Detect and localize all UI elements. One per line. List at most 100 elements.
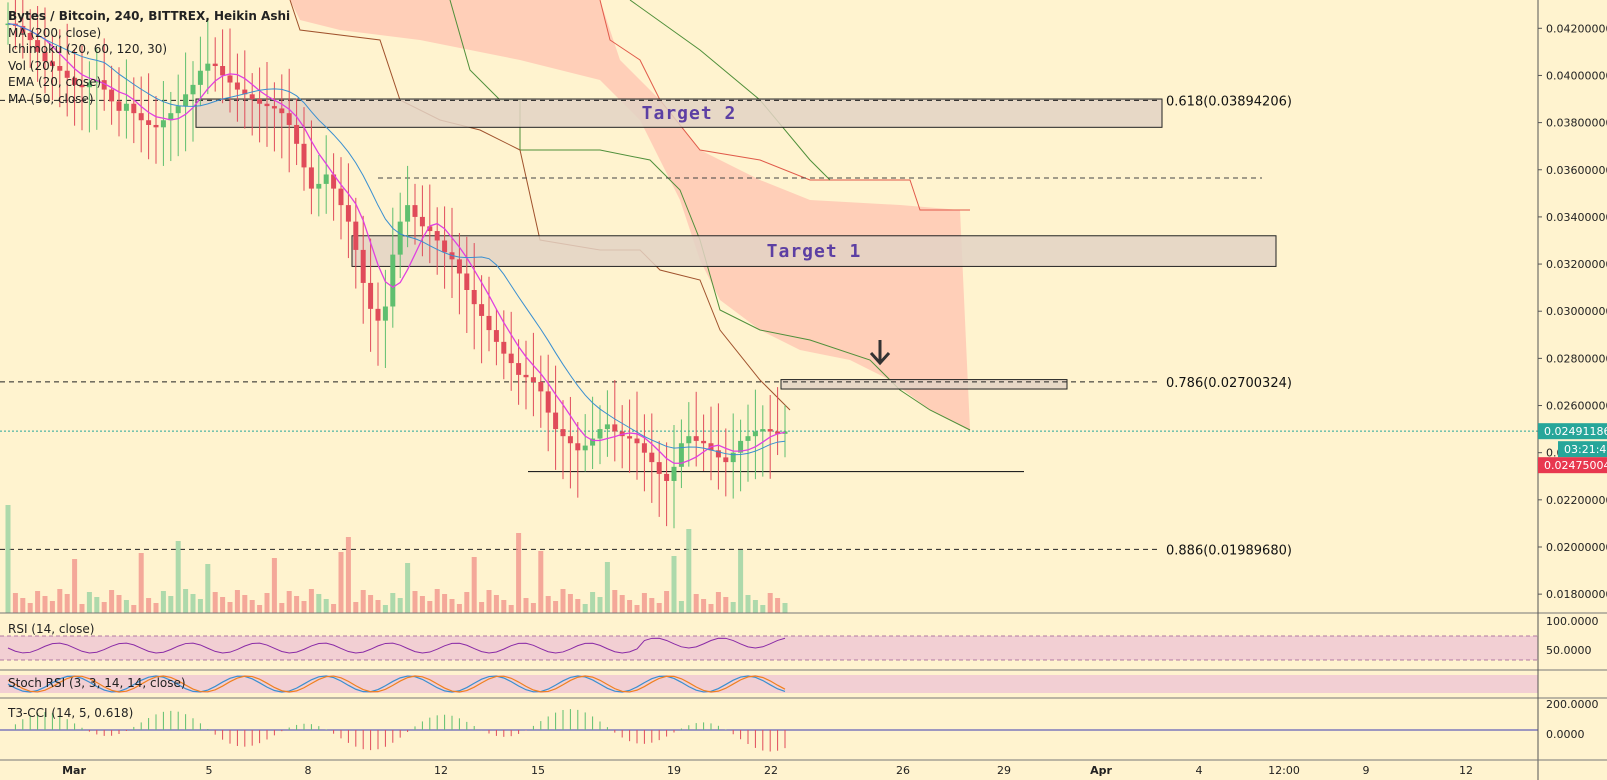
volume-bar [197,599,203,613]
candle-body [360,249,366,283]
candle-body [27,33,33,41]
volume-bar [375,600,381,613]
volume-bar [575,599,581,613]
candle-body [560,429,566,437]
indicator-ma50[interactable]: MA (50, close) [8,91,94,106]
pane-tick-label-3: 0.0000 [1546,728,1585,741]
t3-cci-pane-label[interactable]: T3-CCI (14, 5, 0.618) [8,706,134,720]
volume-bar [767,593,773,613]
stoch-k-line [7,675,786,693]
volume-bar [279,603,285,613]
time-tick-label: 26 [896,764,910,777]
volume-bar [382,605,388,613]
low-price-text: 0.02475004 [1544,459,1607,472]
cci-histogram [14,709,786,752]
candle-body [175,106,181,114]
candle-body [567,436,573,444]
volume-bar [323,599,329,613]
cloud-edge-upper [599,0,970,211]
price-tick-label: 0.03400000 [1546,211,1607,224]
pane-tick-label-2: 200.0000 [1546,698,1599,711]
volume-bar [257,605,263,613]
volume-bar [412,591,418,613]
candle-body [160,120,166,128]
volume-bar [368,595,374,613]
candle-body [57,66,63,71]
volume-bar [427,601,433,613]
volume-bar [242,595,248,613]
candle-body [412,205,418,217]
volume-bars [5,505,788,613]
candle-body [271,106,277,109]
time-tick-label: 12 [1459,764,1473,777]
symbol-title[interactable]: Bytes / Bitcoin, 240, BITTREX, Heikin As… [8,9,291,23]
volume-bar [190,594,196,613]
volume-bar [234,590,240,613]
current-price-badge [1538,423,1607,440]
volume-bar [634,605,640,613]
candle-body [368,282,374,309]
target-label-1: Target 2 [642,103,737,124]
volume-bar [582,604,588,613]
volume-bar [456,604,462,613]
volume-bar [523,598,529,613]
volume-bar [693,594,699,613]
volume-bar [57,589,63,613]
candle-body [730,452,736,463]
indicator-ichimoku[interactable]: Ichimoku (20, 60, 120, 30) [8,42,168,56]
down-arrow-icon [869,340,891,366]
volume-bar [538,551,544,613]
candle-body [316,183,322,189]
indicator-volume[interactable]: Vol (20) [8,58,55,73]
candle-body [434,231,440,241]
volume-bar [678,601,684,613]
volume-bar [79,604,85,613]
candle-body [530,377,536,382]
candle-body [168,113,174,121]
price-tick-label: 0.01800000 [1546,588,1607,601]
candle-body [767,429,773,432]
volume-bar [516,533,522,613]
volume-bar [212,592,218,613]
volume-bar [471,557,477,613]
volume-bar [782,603,788,613]
time-tick-label: 12 [434,764,448,777]
volume-bar [612,590,618,613]
candle-body [220,66,226,76]
volume-bar [708,604,714,613]
price-tick-label: 0.02200000 [1546,494,1607,507]
volume-bar [641,593,647,613]
indicator-ma200[interactable]: MA (200, close) [8,25,102,40]
candle-body [153,124,159,128]
candle-body [493,330,499,342]
volume-bar [715,592,721,613]
candles [5,0,788,529]
candle-body [308,167,314,189]
candle-body [123,103,129,111]
volume-bar [738,550,744,613]
target-box-2 [351,235,1277,267]
candle-body [64,70,70,78]
rsi-band [0,636,1538,660]
candle-body [234,82,240,90]
candle-body [775,431,781,434]
volume-bar [205,564,211,613]
candle-body [331,174,337,189]
candle-body [456,259,462,274]
ema20-line [7,22,786,464]
volume-bar [5,505,11,613]
rsi-pane-label[interactable]: RSI (14, close) [8,622,95,636]
candle-body [353,221,359,250]
pane-tick-label-0: 100.0000 [1546,615,1599,628]
volume-bar [442,594,448,613]
candle-body [212,63,218,67]
candle-body [471,289,477,305]
time-tick-label: 19 [667,764,681,777]
rsi-line [7,637,786,654]
volume-bar [249,600,255,613]
target-label-2: Target 1 [767,241,862,262]
stoch-rsi-pane-label[interactable]: Stoch RSI (3, 3, 14, 14, close) [8,676,186,690]
indicator-ema20[interactable]: EMA (20, close) [8,75,102,89]
candle-body [597,429,603,439]
